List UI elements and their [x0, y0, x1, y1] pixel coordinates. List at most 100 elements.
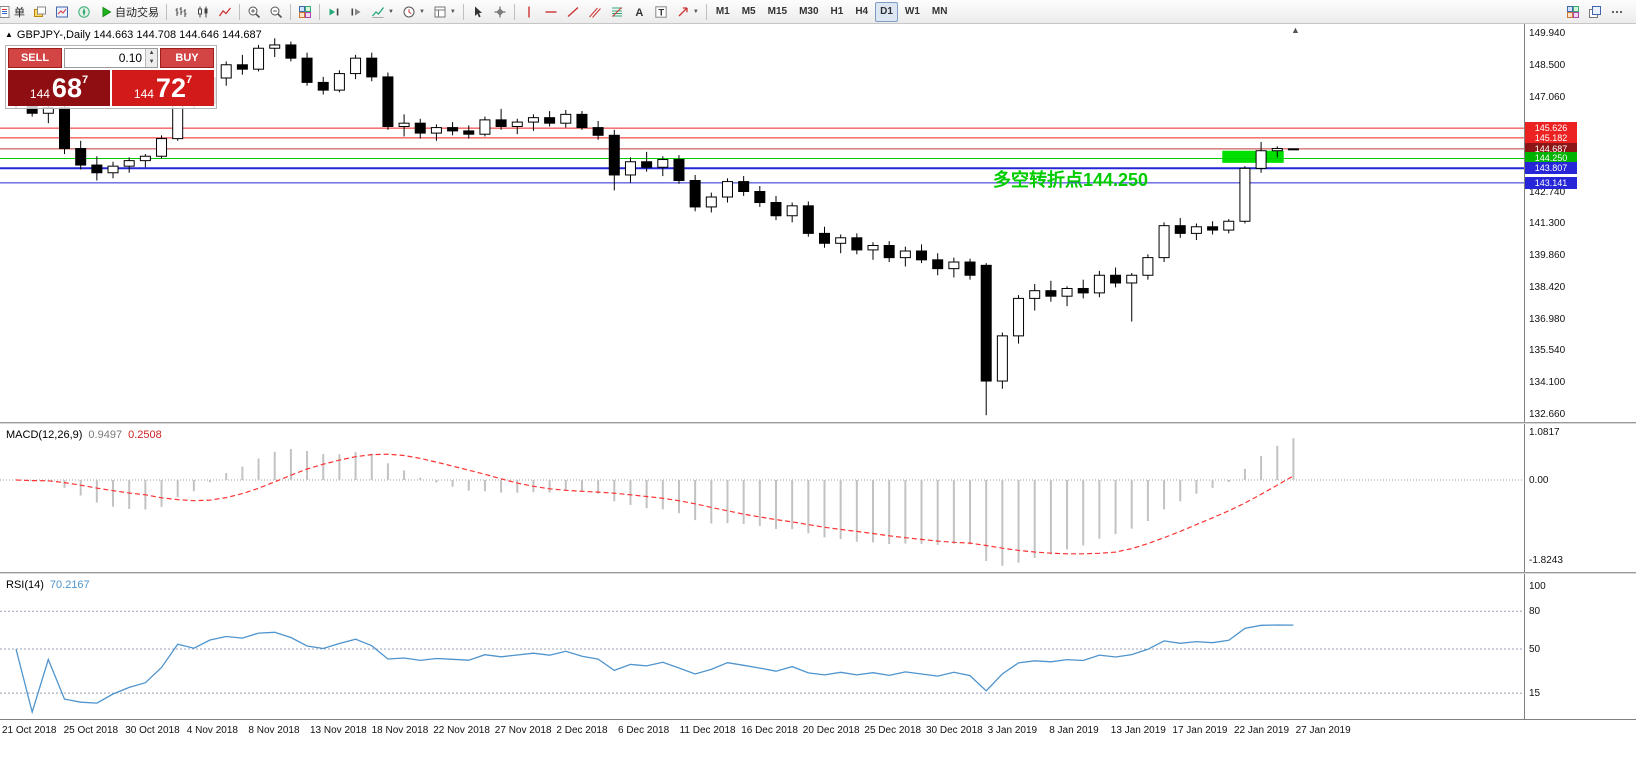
macd-main-value: 0.9497 [88, 429, 123, 441]
cursor-button[interactable] [468, 2, 488, 22]
buy-price-pips: 72 [155, 72, 186, 103]
timeframe-h4-button-label: H4 [855, 6, 869, 17]
vertical-line-button[interactable] [519, 2, 539, 22]
auto-scroll-button[interactable] [324, 2, 344, 22]
toolbar-options-button[interactable] [1607, 2, 1627, 22]
spinner-up-icon[interactable]: ▲ [146, 49, 157, 58]
date-label: 27 Jan 2019 [1295, 725, 1351, 736]
horizontal-line-button[interactable] [541, 2, 561, 22]
candle [107, 161, 119, 179]
candle [592, 120, 604, 140]
timeframe-h4-button[interactable]: H4 [850, 2, 873, 22]
zoom-in-button[interactable] [244, 2, 264, 22]
price-chart-canvas[interactable]: ▲ GBPJPY-,Daily 144.663 144.708 144.646 … [0, 24, 1524, 422]
candle [738, 176, 750, 196]
zoom-out-button[interactable] [266, 2, 286, 22]
time-axis[interactable]: 21 Oct 2018 25 Oct 2018 30 Oct 2018 4 Nov 2… [0, 719, 1636, 741]
crosshair-button[interactable] [490, 2, 510, 22]
date-label: 8 Nov 2018 [248, 725, 300, 736]
macd-bar [1227, 480, 1230, 482]
macd-axis[interactable]: 1.0817 0.00 -1.8243 [1524, 424, 1636, 572]
macd-bar [112, 480, 115, 507]
navigator-button[interactable] [74, 2, 94, 22]
timeframe-w1-button[interactable]: W1 [900, 2, 925, 22]
candle [1110, 267, 1122, 288]
tile-windows-button[interactable] [295, 2, 315, 22]
fibonacci-button[interactable] [607, 2, 627, 22]
macd-bar [1033, 480, 1036, 558]
macd-subwindow[interactable]: MACD(12,26,9) 0.9497 0.2508 [0, 424, 1524, 572]
spinner-down-icon[interactable]: ▼ [146, 58, 157, 67]
sell-price-button[interactable]: 144 68 7 [8, 70, 110, 106]
macd-bar [904, 480, 907, 544]
toolbar-separator [513, 3, 515, 20]
macd-bar [613, 480, 616, 502]
label-button[interactable]: T [651, 2, 671, 22]
svg-text:T: T [658, 7, 664, 18]
bar-chart-button[interactable] [171, 2, 191, 22]
timeframe-m5-button[interactable]: M5 [737, 2, 761, 22]
macd-bar [322, 454, 325, 480]
periods-button[interactable]: ▼ [399, 2, 428, 22]
timeframe-h1-button[interactable]: H1 [826, 2, 849, 22]
volume-field[interactable]: ▲▼ [64, 48, 158, 68]
price-scale-label: 135.540 [1529, 345, 1566, 357]
rsi-subwindow[interactable]: RSI(14) 70.2167 [0, 574, 1524, 719]
chart-shift-marker-icon[interactable]: ▲ [1291, 25, 1300, 35]
channel-button[interactable] [585, 2, 605, 22]
price-tag-143.807: 143.807 [1525, 162, 1577, 175]
candle [1093, 270, 1105, 298]
volume-input[interactable] [65, 49, 146, 67]
candle [835, 234, 847, 254]
candlestick-chart-button[interactable] [193, 2, 213, 22]
rsi-label: RSI(14) 70.2167 [6, 579, 90, 591]
candle [1077, 279, 1089, 299]
candle [414, 118, 426, 139]
charts-button[interactable] [30, 2, 50, 22]
buy-button[interactable]: BUY [160, 48, 214, 68]
candle [883, 241, 895, 263]
new-order-button[interactable]: 单 [0, 2, 28, 22]
templates-button[interactable]: ▼ [430, 2, 459, 22]
candle [948, 257, 960, 278]
panel-separator[interactable] [0, 572, 1636, 574]
chart-shift-button[interactable] [346, 2, 366, 22]
macd-bar [225, 473, 228, 480]
trendline-button[interactable] [563, 2, 583, 22]
macd-bar [791, 480, 794, 530]
panel-separator[interactable] [0, 422, 1636, 424]
timeframe-d1-button[interactable]: D1 [875, 1, 898, 22]
macd-bar [742, 480, 745, 524]
timeframe-m30-button[interactable]: M30 [794, 2, 823, 22]
autotrading-button-label: 自动交易 [115, 6, 159, 19]
volume-spinner[interactable]: ▲ ▼ [145, 49, 157, 67]
timeframe-m1-button[interactable]: M1 [711, 2, 735, 22]
macd-scale-label: 0.00 [1529, 475, 1549, 486]
stack-icon [34, 6, 46, 17]
one-click-collapse-icon[interactable]: ▲ [5, 30, 13, 39]
macd-bar [192, 480, 195, 492]
timeframe-mn-button[interactable]: MN [927, 2, 953, 22]
macd-bar [839, 480, 842, 540]
macd-bar [1049, 480, 1052, 555]
rsi-axis[interactable]: 100 80 50 15 [1524, 574, 1636, 719]
text-button[interactable]: A [629, 2, 649, 22]
arrows-button[interactable]: ▼ [673, 2, 702, 22]
timeframe-m1-button-label: M1 [715, 6, 730, 17]
line-chart-button[interactable] [215, 2, 235, 22]
buy-price-button[interactable]: 144 72 7 [112, 70, 214, 106]
window-cascade-button[interactable] [1585, 2, 1605, 22]
timeframe-m15-button[interactable]: M15 [763, 2, 792, 22]
cascade-icon [1589, 5, 1601, 18]
indicators-button[interactable]: ▼ [368, 2, 397, 22]
macd-bar [969, 480, 972, 545]
price-axis[interactable]: 149.940148.500147.060145.620144.180142.7… [1524, 24, 1636, 422]
arrange-windows-button[interactable] [1563, 2, 1583, 22]
market-watch-button[interactable] [52, 2, 72, 22]
candle [770, 195, 782, 221]
sell-button[interactable]: SELL [8, 48, 62, 68]
candle [1045, 280, 1057, 302]
autotrading-button[interactable]: 自动交易 [96, 2, 162, 22]
macd-bar [1260, 455, 1263, 480]
date-label: 6 Dec 2018 [618, 725, 670, 736]
